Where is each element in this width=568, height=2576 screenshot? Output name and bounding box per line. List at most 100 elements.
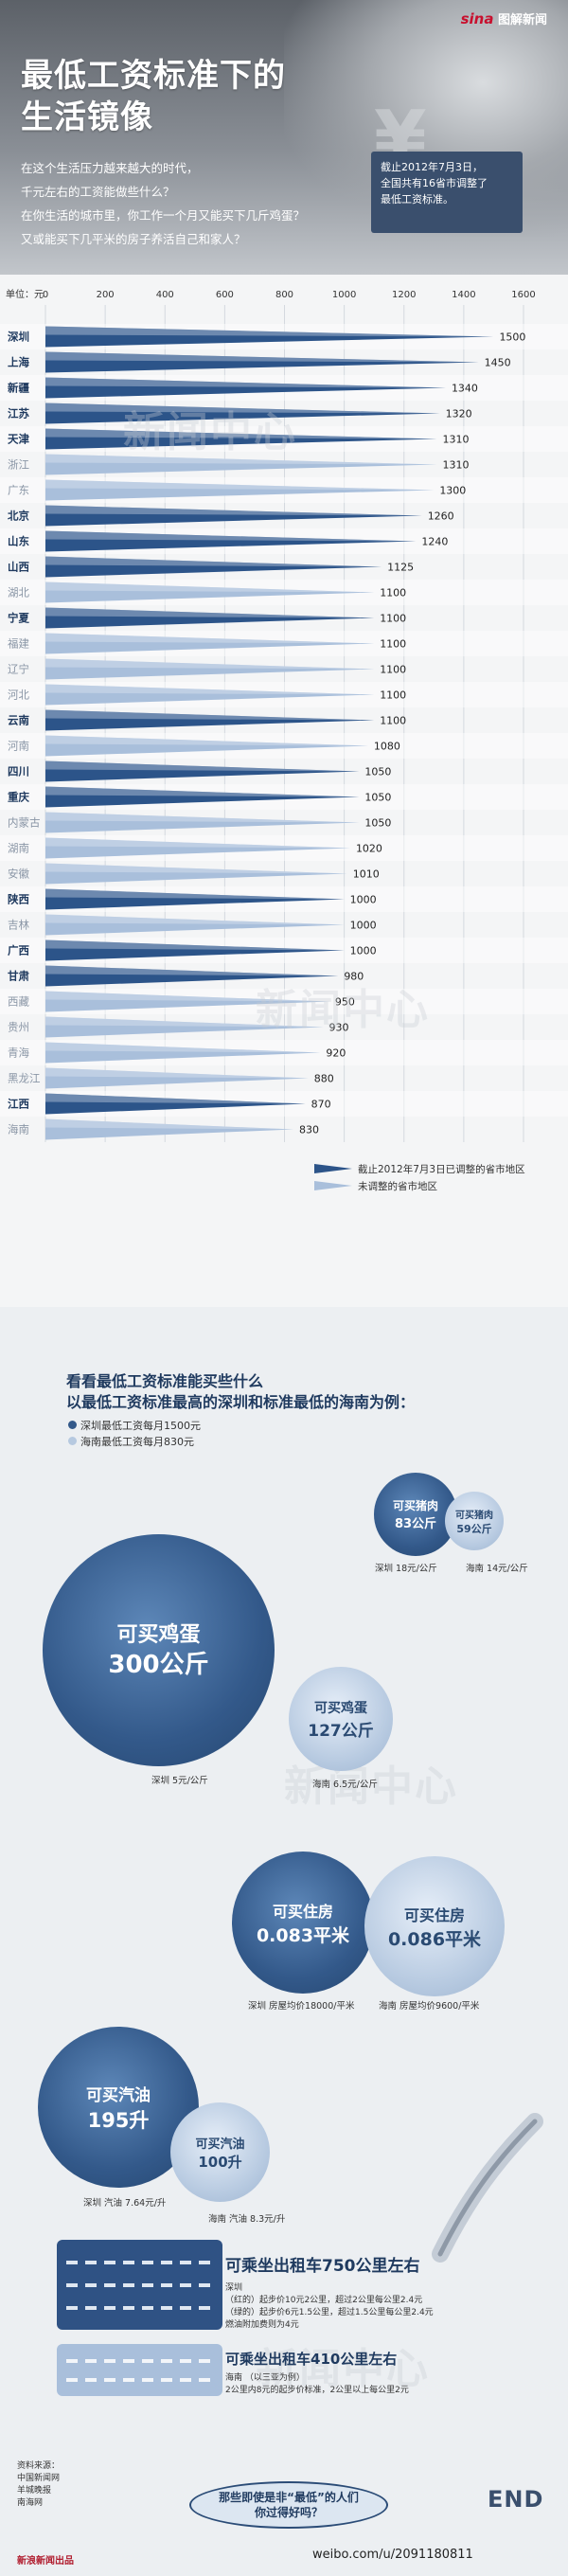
eggs-shenzhen-circle: 可买鸡蛋 300公斤: [43, 1534, 275, 1766]
taxi-hainan-detail: 海南 （以三亚为例） 2公里内8元的起步价标准，2公里以上每公里2元: [225, 2373, 409, 2395]
bar-highlight: [45, 888, 345, 900]
bar-highlight: [45, 505, 422, 516]
value-label: 1310: [442, 434, 469, 446]
bar-highlight: [45, 965, 339, 976]
bar-湖北: [45, 581, 375, 603]
bar-highlight: [45, 914, 345, 925]
bar-highlight: [45, 684, 375, 695]
bar-上海: [45, 351, 479, 373]
category-label: 甘肃: [8, 970, 29, 983]
category-label: 宁夏: [8, 612, 29, 625]
pork-shenzhen-caption: 深圳 18元/公斤: [375, 1564, 437, 1574]
legend-shenzhen: 深圳最低工资每月1500元: [68, 1418, 201, 1434]
bar-海南: [45, 1118, 293, 1140]
value-label: 1500: [499, 331, 525, 344]
watermark-text: 新闻中心: [123, 408, 297, 456]
category-label: 北京: [8, 510, 29, 523]
x-tick-label: 400: [156, 290, 174, 300]
x-tick-label: 800: [275, 290, 293, 300]
watermark-text: 新闻中心: [256, 986, 430, 1034]
house-shenzhen-caption: 深圳 房屋均价18000/平米: [248, 2001, 355, 2012]
x-tick-label: 200: [97, 290, 115, 300]
bar-福建: [45, 633, 375, 654]
legend-label: 截止2012年7月3日已调整的省市地区: [358, 1163, 525, 1175]
value-label: 1000: [350, 920, 377, 932]
gas-shenzhen-caption: 深圳 汽油 7.64元/升: [83, 2198, 167, 2209]
bar-highlight: [45, 581, 375, 593]
weibo-link[interactable]: weibo.com/u/2091180811: [312, 2548, 473, 2562]
header-banner: sina 图解新闻: [0, 0, 568, 275]
value-label: 1300: [439, 485, 466, 497]
value-label: 920: [326, 1047, 346, 1060]
house-shenzhen-circle: 可买住房 0.083平米: [232, 1852, 374, 1994]
bar-陕西: [45, 888, 345, 910]
value-label: 1010: [353, 868, 380, 881]
x-tick-label: 600: [216, 290, 234, 300]
bar-广东: [45, 479, 435, 501]
bar-highlight: [45, 454, 437, 465]
value-label: 1000: [350, 945, 377, 957]
bar-内蒙古: [45, 812, 360, 833]
bar-highlight: [45, 428, 437, 439]
value-label: 1100: [380, 613, 406, 625]
bar-江苏: [45, 402, 440, 424]
category-label: 吉林: [8, 919, 29, 932]
bar-highlight: [45, 709, 375, 721]
bar-山西: [45, 556, 382, 578]
category-label: 贵州: [8, 1021, 29, 1034]
bar-highlight: [45, 556, 382, 567]
category-label: 陕西: [8, 893, 29, 906]
value-label: 880: [314, 1073, 334, 1085]
bar-highlight: [45, 735, 368, 746]
gas-hainan-circle: 可买汽油 100升: [170, 2102, 270, 2202]
value-label: 1125: [387, 562, 414, 574]
value-label: 1260: [428, 510, 454, 523]
bar-highlight: [45, 633, 375, 644]
category-label: 四川: [8, 765, 29, 778]
category-label: 山东: [8, 535, 29, 548]
category-label: 西藏: [8, 995, 29, 1009]
category-label: 安徽: [8, 868, 29, 881]
legend-swatch: [314, 1164, 352, 1173]
bar-北京: [45, 505, 422, 527]
value-label: 830: [299, 1124, 319, 1136]
brand-footer: 新浪新闻出品: [17, 2556, 74, 2567]
value-label: 930: [329, 1022, 349, 1034]
category-label: 青海: [8, 1046, 29, 1060]
value-label: 1080: [374, 741, 400, 753]
category-label: 浙江: [8, 458, 29, 472]
bar-highlight: [45, 1093, 306, 1104]
x-tick-label: 0: [43, 290, 48, 300]
category-label: 上海: [8, 356, 29, 369]
legend-hainan: 海南最低工资每月830元: [68, 1434, 201, 1450]
value-label: 1100: [380, 664, 406, 676]
value-label: 1000: [350, 894, 377, 906]
category-label: 江西: [8, 1098, 29, 1111]
bar-江西: [45, 1093, 306, 1115]
comparison-legend: 深圳最低工资每月1500元 海南最低工资每月830元: [68, 1418, 201, 1450]
value-label: 1050: [364, 817, 391, 830]
category-label: 云南: [8, 714, 29, 727]
bar-广西: [45, 939, 345, 961]
eggs-hainan-circle: 可买鸡蛋 127公斤: [289, 1667, 393, 1771]
bar-highlight: [45, 760, 360, 772]
bar-四川: [45, 760, 360, 782]
bar-highlight: [45, 326, 494, 337]
bar-天津: [45, 428, 437, 450]
bar-highlight: [45, 530, 417, 542]
note-box: 截止2012年7月3日， 全国共有16省市调整了 最低工资标准。: [371, 152, 523, 233]
bar-安徽: [45, 863, 347, 885]
value-label: 1100: [380, 638, 406, 651]
bar-河南: [45, 735, 368, 757]
x-tick-label: 1200: [392, 290, 416, 300]
intro-text: 在这个生活压力越来越大的时代， 千元左右的工资能做些什么？ 在你生活的城市里，你…: [21, 161, 306, 246]
category-label: 河北: [8, 689, 29, 702]
page-title: 最低工资标准下的 生活镜像: [21, 57, 286, 136]
category-label: 河南: [8, 740, 29, 753]
category-label: 湖北: [8, 586, 29, 599]
value-label: 1450: [485, 357, 511, 369]
value-label: 1240: [421, 536, 448, 548]
unit-label: 单位：元: [6, 288, 44, 300]
eggs-hainan-caption: 海南 6.5元/公斤: [312, 1780, 378, 1790]
value-label: 1100: [380, 715, 406, 727]
